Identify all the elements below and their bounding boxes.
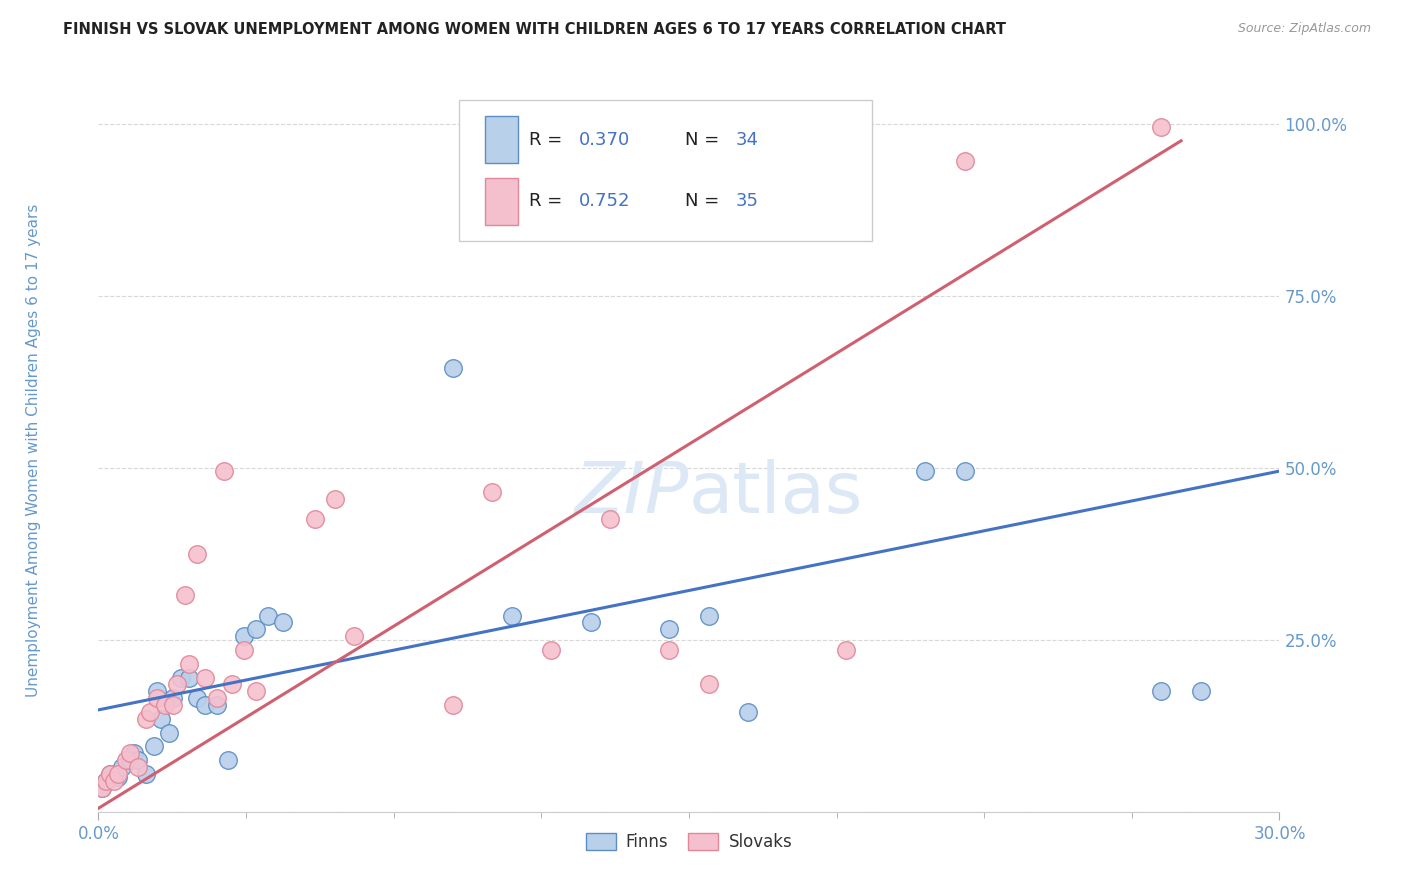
Point [245,623,267,637]
Point [103,773,125,788]
Point [658,643,681,657]
Point [501,608,523,623]
Point [127,760,149,774]
Text: R =: R = [530,131,568,149]
Point [953,154,976,169]
Point [323,491,346,506]
Point [256,608,278,623]
Point [217,753,239,767]
Text: 34: 34 [737,131,759,149]
Point [540,643,562,657]
Point [599,512,621,526]
Point [914,464,936,478]
Point [579,615,602,630]
Point [115,753,138,767]
Point [205,698,228,712]
Point [1150,120,1173,134]
FancyBboxPatch shape [458,100,872,241]
Point [107,767,129,781]
Point [186,691,208,706]
Point [166,677,188,691]
Point [135,712,157,726]
Point [162,691,184,706]
Point [304,512,326,526]
Text: atlas: atlas [689,459,863,528]
Point [111,760,134,774]
Point [194,671,217,685]
Text: N =: N = [685,131,725,149]
Point [142,739,165,754]
Point [146,684,169,698]
Text: Unemployment Among Women with Children Ages 6 to 17 years: Unemployment Among Women with Children A… [25,203,41,698]
Point [481,484,503,499]
Point [835,643,858,657]
Point [233,643,256,657]
Point [737,705,759,719]
Point [697,677,720,691]
Point [118,746,141,760]
Legend: Finns, Slovaks: Finns, Slovaks [579,826,799,857]
Point [122,746,145,760]
Point [233,629,256,643]
Point [221,677,243,691]
Point [91,780,114,795]
Point [155,698,177,712]
Point [96,773,118,788]
Point [98,767,121,781]
Point [273,615,295,630]
Point [127,753,149,767]
Point [441,360,464,375]
Point [146,691,169,706]
Point [162,698,184,712]
Point [138,705,160,719]
Point [194,698,217,712]
Text: FINNISH VS SLOVAK UNEMPLOYMENT AMONG WOMEN WITH CHILDREN AGES 6 TO 17 YEARS CORR: FINNISH VS SLOVAK UNEMPLOYMENT AMONG WOM… [63,22,1007,37]
Point [96,773,118,788]
Text: R =: R = [530,192,568,211]
Point [170,671,193,685]
Point [697,608,720,623]
Point [174,588,197,602]
Text: ZIP: ZIP [575,459,689,528]
Point [953,464,976,478]
Point [177,671,200,685]
Point [157,725,180,739]
Point [1189,684,1212,698]
Point [245,684,267,698]
Point [441,698,464,712]
FancyBboxPatch shape [485,178,517,225]
Text: N =: N = [685,192,725,211]
Point [658,623,681,637]
FancyBboxPatch shape [485,116,517,163]
Text: 35: 35 [737,192,759,211]
Point [343,629,366,643]
Text: 0.752: 0.752 [579,192,631,211]
Point [91,780,114,795]
Point [107,770,129,784]
Text: 0.370: 0.370 [579,131,630,149]
Point [150,712,173,726]
Point [135,767,157,781]
Point [214,464,236,478]
Point [186,547,208,561]
Point [1150,684,1173,698]
Point [118,753,141,767]
Text: Source: ZipAtlas.com: Source: ZipAtlas.com [1237,22,1371,36]
Point [205,691,228,706]
Point [98,767,121,781]
Point [177,657,200,671]
